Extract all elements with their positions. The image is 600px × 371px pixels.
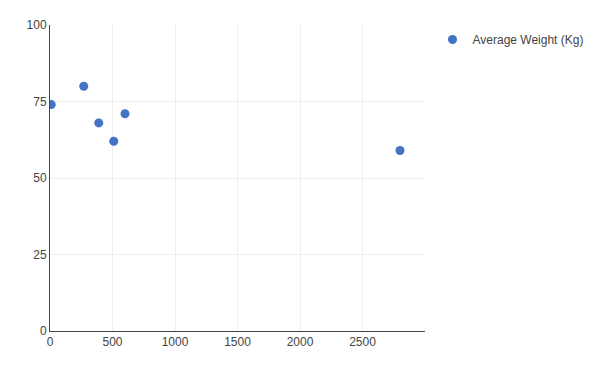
svg-text:25: 25 (33, 248, 47, 262)
svg-text:2000: 2000 (287, 335, 314, 349)
svg-text:1000: 1000 (162, 335, 189, 349)
svg-text:100: 100 (27, 18, 47, 32)
svg-text:75: 75 (33, 95, 47, 109)
svg-text:0: 0 (47, 335, 54, 349)
svg-text:0: 0 (40, 324, 47, 338)
svg-text:500: 500 (102, 335, 122, 349)
svg-text:50: 50 (33, 171, 47, 185)
svg-text:2500: 2500 (349, 335, 376, 349)
svg-text:Average Weight (Kg): Average Weight (Kg) (473, 33, 584, 47)
svg-text:1500: 1500 (224, 335, 251, 349)
